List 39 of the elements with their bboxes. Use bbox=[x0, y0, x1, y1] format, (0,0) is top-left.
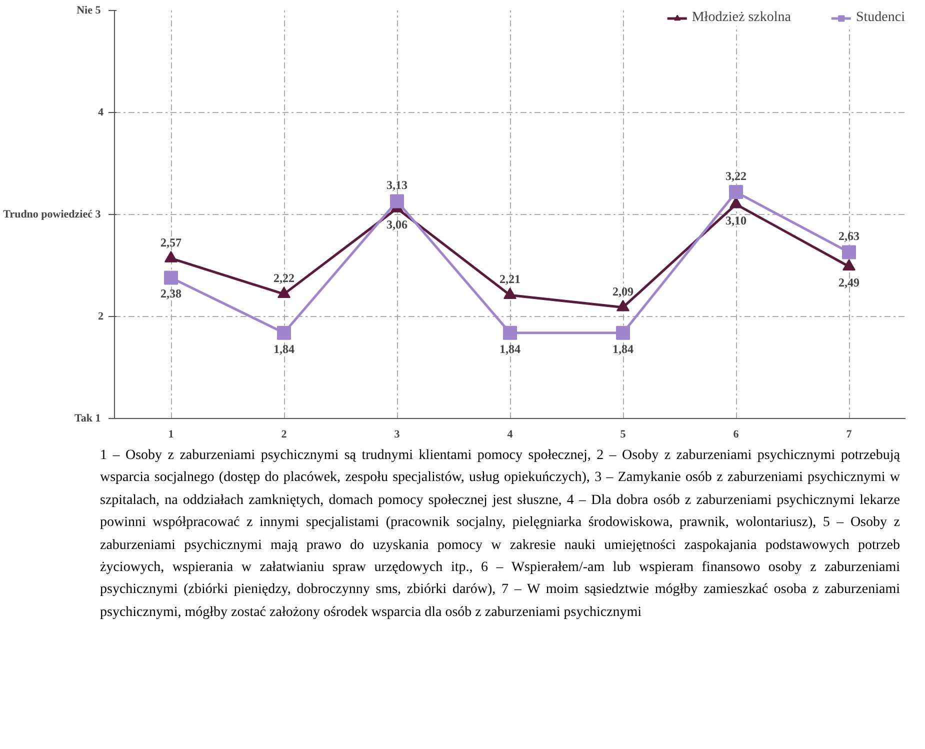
data-label: 2,63 bbox=[838, 229, 860, 244]
point bbox=[616, 326, 630, 340]
legend-label: Młodzież szkolna bbox=[692, 10, 791, 26]
x-tick-label: 1 bbox=[168, 428, 174, 440]
point bbox=[277, 326, 291, 340]
data-label: 3,10 bbox=[726, 213, 746, 228]
data-label: 3,06 bbox=[386, 217, 408, 232]
point bbox=[842, 259, 856, 270]
point bbox=[164, 270, 178, 285]
x-tick-label: 2 bbox=[281, 428, 288, 440]
point bbox=[278, 286, 290, 298]
data-label: 2,21 bbox=[500, 272, 520, 286]
y-tick-label: Trudno powiedzieć 3 bbox=[3, 208, 102, 220]
data-label: 3,22 bbox=[726, 169, 746, 184]
x-tick-label: 4 bbox=[507, 428, 514, 440]
data-label: 2,38 bbox=[160, 286, 182, 301]
data-label: 2,49 bbox=[838, 276, 860, 290]
y-tick-label: Tak 1 bbox=[74, 412, 101, 424]
data-label: 2,22 bbox=[274, 271, 294, 286]
data-label: 1,84 bbox=[612, 342, 634, 356]
data-label: 2,09 bbox=[612, 284, 634, 298]
x-tick-label: 6 bbox=[733, 428, 740, 440]
y-tick-label: Nie 5 bbox=[76, 4, 102, 16]
data-label: 1,84 bbox=[500, 342, 520, 356]
text: 1 – Osoby z zaburzeniami psychicznymi są trudnymi klientami pomocy społecznej, 2 – Osoby z zaburzeniami psychicznymi potrzebują wsparcia socjalnego (dostęp do placówek, zespołu specjalistów, usług opiekuńczych), 3 – Zamykanie osób z zaburzeniami psychicznymi w szpitalach, na oddziałach zamkniętych, domach pomocy społecznej jest słuszne, 4 – Dla dobra osób z zaburzeniami psychicznymi lekarze powinni współpracować z innymi specjalistami (pracownik socjalny, pielęgniarka środowiskowa, prawnik, wolontariusz), 5 – Osoby z zaburzeniami psychicznymi mają prawo do uzyskania pomocy w zakresie nauki umiejętności zaspokajania podstawowych potrzeb życiowych, wspierania w załatwianiu spraw urzędowych itp., 6 – Wspierałem/-am lub wspieram finansowo osoby z zaburzeniami psychicznymi (zbiórki pieniędzy, dobroczynny sms, zbiórki darów), 7 – W moim sąsiedztwie mógłby zamieszkać osoba z zaburzeniami psychicznymi, mógłby zostać założony ośrodek wsparcia dla osób z zaburzeniami psychicznymi bbox=[100, 447, 900, 622]
legend-label: Studenci bbox=[856, 10, 905, 26]
x-tick-label: 3 bbox=[394, 428, 400, 440]
data-label: 1,84 bbox=[274, 342, 294, 356]
data-label: 3,13 bbox=[386, 178, 408, 192]
x-tick-label: 5 bbox=[620, 428, 626, 440]
x-tick-label: 7 bbox=[846, 428, 852, 440]
point bbox=[504, 288, 516, 300]
point bbox=[164, 250, 178, 262]
point bbox=[616, 300, 630, 312]
point bbox=[842, 245, 856, 260]
y-tick-label: 4 bbox=[98, 106, 104, 118]
point bbox=[503, 326, 517, 340]
y-tick-label: 2 bbox=[98, 310, 104, 322]
data-label: 2,57 bbox=[160, 235, 182, 250]
